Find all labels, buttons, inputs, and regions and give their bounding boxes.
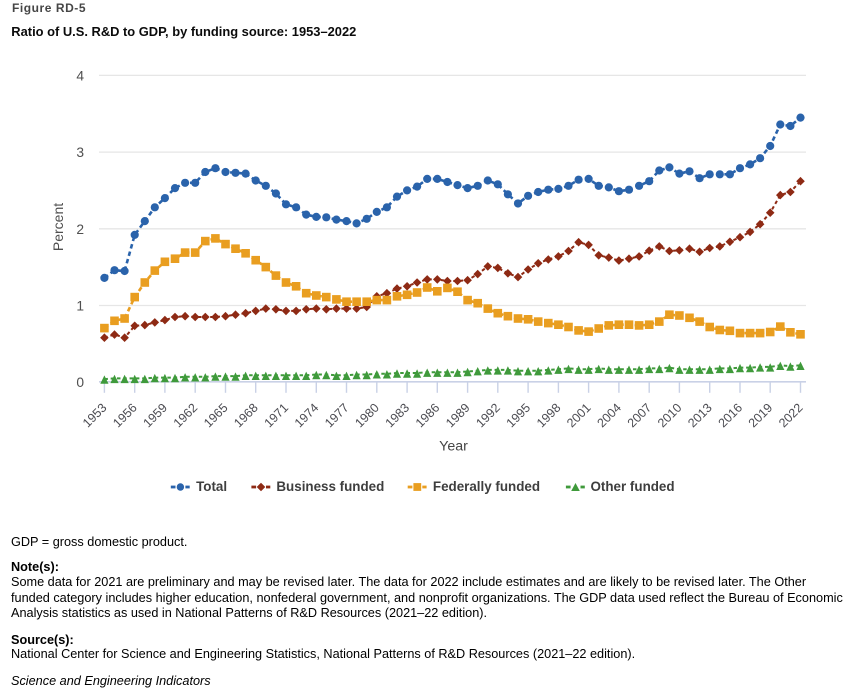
svg-text:0: 0 [76,375,84,390]
svg-text:1998: 1998 [534,401,564,431]
svg-text:1: 1 [76,299,84,314]
svg-text:Other funded: Other funded [591,479,675,494]
svg-text:2: 2 [76,222,84,237]
svg-text:3: 3 [76,145,84,160]
svg-text:1968: 1968 [231,401,261,431]
svg-text:Business funded: Business funded [276,479,384,494]
svg-text:1971: 1971 [262,401,292,431]
svg-text:1992: 1992 [473,401,503,431]
svg-text:1956: 1956 [110,401,140,431]
svg-text:1959: 1959 [140,401,170,431]
svg-text:2022: 2022 [776,401,806,431]
svg-text:2001: 2001 [564,401,594,431]
svg-text:Federally funded: Federally funded [433,479,540,494]
svg-text:1983: 1983 [383,401,413,431]
svg-text:1995: 1995 [504,401,534,431]
svg-text:2019: 2019 [746,401,776,431]
svg-text:1980: 1980 [352,401,382,431]
svg-text:Percent: Percent [50,203,66,251]
svg-text:2013: 2013 [685,401,715,431]
svg-text:1986: 1986 [413,401,443,431]
svg-text:4: 4 [76,68,84,83]
svg-text:1989: 1989 [443,401,473,431]
svg-text:1965: 1965 [201,401,231,431]
svg-text:1953: 1953 [80,401,110,431]
svg-text:Year: Year [439,438,468,454]
svg-text:2007: 2007 [625,401,655,431]
svg-text:Total: Total [196,479,227,494]
svg-text:2010: 2010 [655,401,685,431]
svg-text:2004: 2004 [594,401,624,431]
svg-text:2016: 2016 [716,401,746,431]
svg-text:1974: 1974 [292,401,322,431]
svg-text:1977: 1977 [322,401,352,431]
svg-text:1962: 1962 [171,401,201,431]
